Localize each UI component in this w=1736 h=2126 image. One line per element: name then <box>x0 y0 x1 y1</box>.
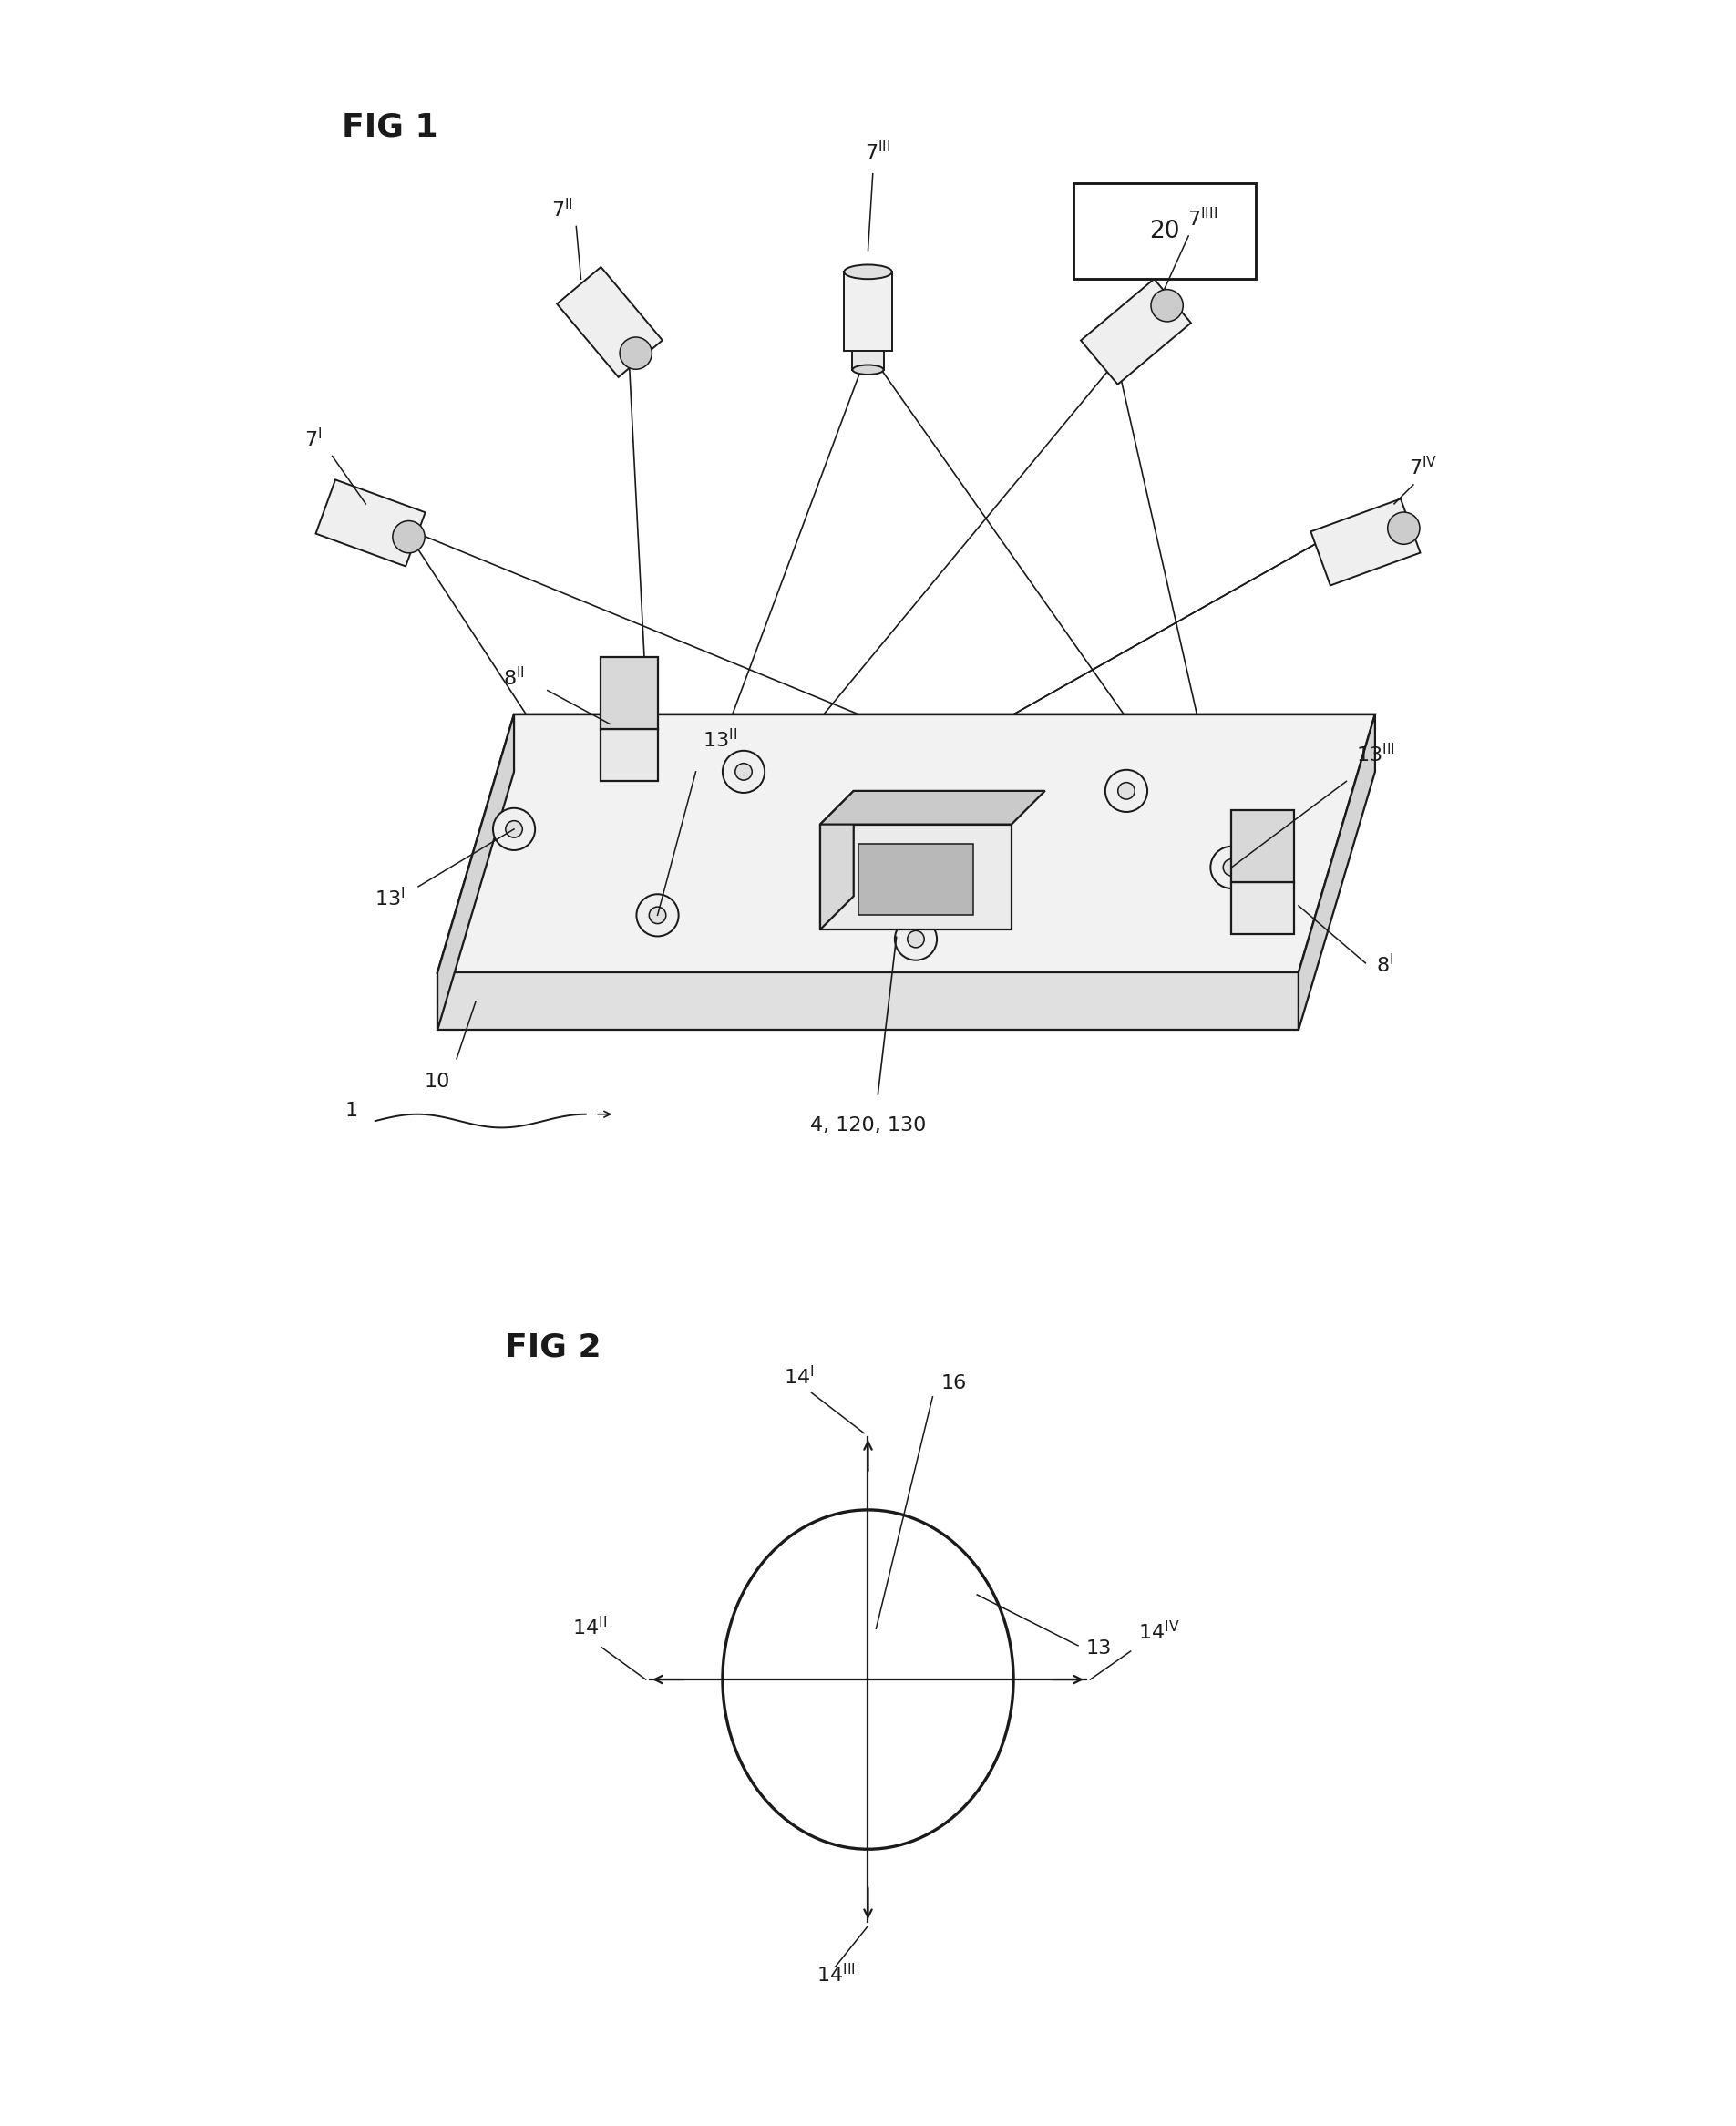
Text: 4, 120, 130: 4, 120, 130 <box>811 1116 925 1133</box>
Circle shape <box>1118 782 1135 799</box>
Polygon shape <box>1231 810 1293 882</box>
Text: 1: 1 <box>345 1101 358 1120</box>
Circle shape <box>908 931 924 948</box>
Circle shape <box>392 521 425 553</box>
Polygon shape <box>437 714 1375 974</box>
Text: 20: 20 <box>1149 219 1180 242</box>
FancyBboxPatch shape <box>1073 183 1255 279</box>
Circle shape <box>736 763 752 780</box>
Text: 8$^{\mathrm{II}}$: 8$^{\mathrm{II}}$ <box>503 665 524 689</box>
Text: 13: 13 <box>1087 1639 1111 1658</box>
Polygon shape <box>819 825 1012 929</box>
Circle shape <box>1387 512 1420 544</box>
Circle shape <box>637 895 679 935</box>
Circle shape <box>1210 846 1253 889</box>
Text: 7$^{\mathrm{III}}$: 7$^{\mathrm{III}}$ <box>865 140 891 164</box>
Polygon shape <box>844 272 892 351</box>
Circle shape <box>1151 289 1184 321</box>
Text: 13$^{\mathrm{II}}$: 13$^{\mathrm{II}}$ <box>703 729 738 750</box>
Text: 13$^{\mathrm{III}}$: 13$^{\mathrm{III}}$ <box>1356 742 1394 765</box>
Polygon shape <box>437 974 1299 1031</box>
Polygon shape <box>1299 714 1375 1031</box>
Text: 7$^{\mathrm{II}}$: 7$^{\mathrm{II}}$ <box>550 198 573 221</box>
Polygon shape <box>316 480 425 566</box>
Text: 14$^{\mathrm{II}}$: 14$^{\mathrm{II}}$ <box>571 1616 606 1639</box>
Circle shape <box>505 821 523 838</box>
Circle shape <box>649 908 667 923</box>
Circle shape <box>1106 770 1147 812</box>
Polygon shape <box>1231 882 1293 935</box>
Polygon shape <box>437 714 514 1031</box>
Text: FIG 2: FIG 2 <box>505 1333 601 1363</box>
Circle shape <box>620 338 653 370</box>
Circle shape <box>894 918 937 961</box>
Ellipse shape <box>844 266 892 279</box>
Text: 8$^{\mathrm{I}}$: 8$^{\mathrm{I}}$ <box>1377 952 1394 976</box>
Text: 14$^{\mathrm{I}}$: 14$^{\mathrm{I}}$ <box>785 1365 814 1388</box>
Polygon shape <box>1311 500 1420 585</box>
Text: FIG 1: FIG 1 <box>342 113 437 142</box>
Circle shape <box>1224 859 1240 876</box>
Polygon shape <box>1082 279 1191 385</box>
Ellipse shape <box>852 366 884 374</box>
Text: 13$^{\mathrm{I}}$: 13$^{\mathrm{I}}$ <box>375 887 404 910</box>
Polygon shape <box>858 844 974 916</box>
Polygon shape <box>557 268 663 376</box>
Text: 14$^{\mathrm{III}}$: 14$^{\mathrm{III}}$ <box>816 1962 856 1986</box>
Text: 7$^{\mathrm{I}}$: 7$^{\mathrm{I}}$ <box>304 427 321 451</box>
Text: 16: 16 <box>941 1373 967 1393</box>
Polygon shape <box>601 657 658 729</box>
Circle shape <box>493 808 535 850</box>
Text: 7$^{\mathrm{IV}}$: 7$^{\mathrm{IV}}$ <box>1408 455 1437 478</box>
Polygon shape <box>819 791 1045 825</box>
Text: 7$^{\mathrm{IIII}}$: 7$^{\mathrm{IIII}}$ <box>1187 206 1219 230</box>
Polygon shape <box>819 791 854 929</box>
Text: 14$^{\mathrm{IV}}$: 14$^{\mathrm{IV}}$ <box>1139 1620 1180 1643</box>
Polygon shape <box>852 351 884 370</box>
Polygon shape <box>601 729 658 782</box>
Circle shape <box>722 750 764 793</box>
Text: 10: 10 <box>425 1074 450 1091</box>
